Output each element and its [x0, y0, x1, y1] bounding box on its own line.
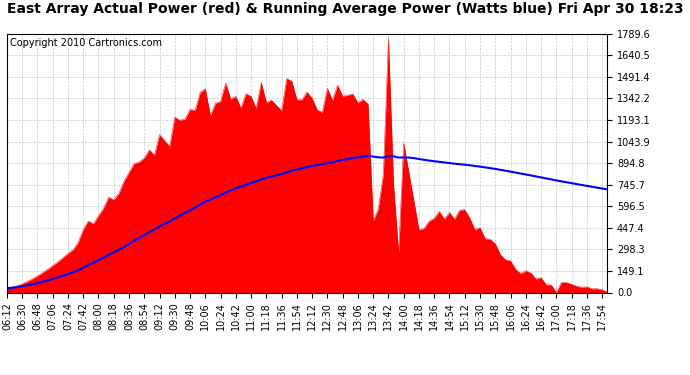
Text: East Array Actual Power (red) & Running Average Power (Watts blue) Fri Apr 30 18: East Array Actual Power (red) & Running … [7, 2, 684, 16]
Text: Copyright 2010 Cartronics.com: Copyright 2010 Cartronics.com [10, 38, 162, 48]
